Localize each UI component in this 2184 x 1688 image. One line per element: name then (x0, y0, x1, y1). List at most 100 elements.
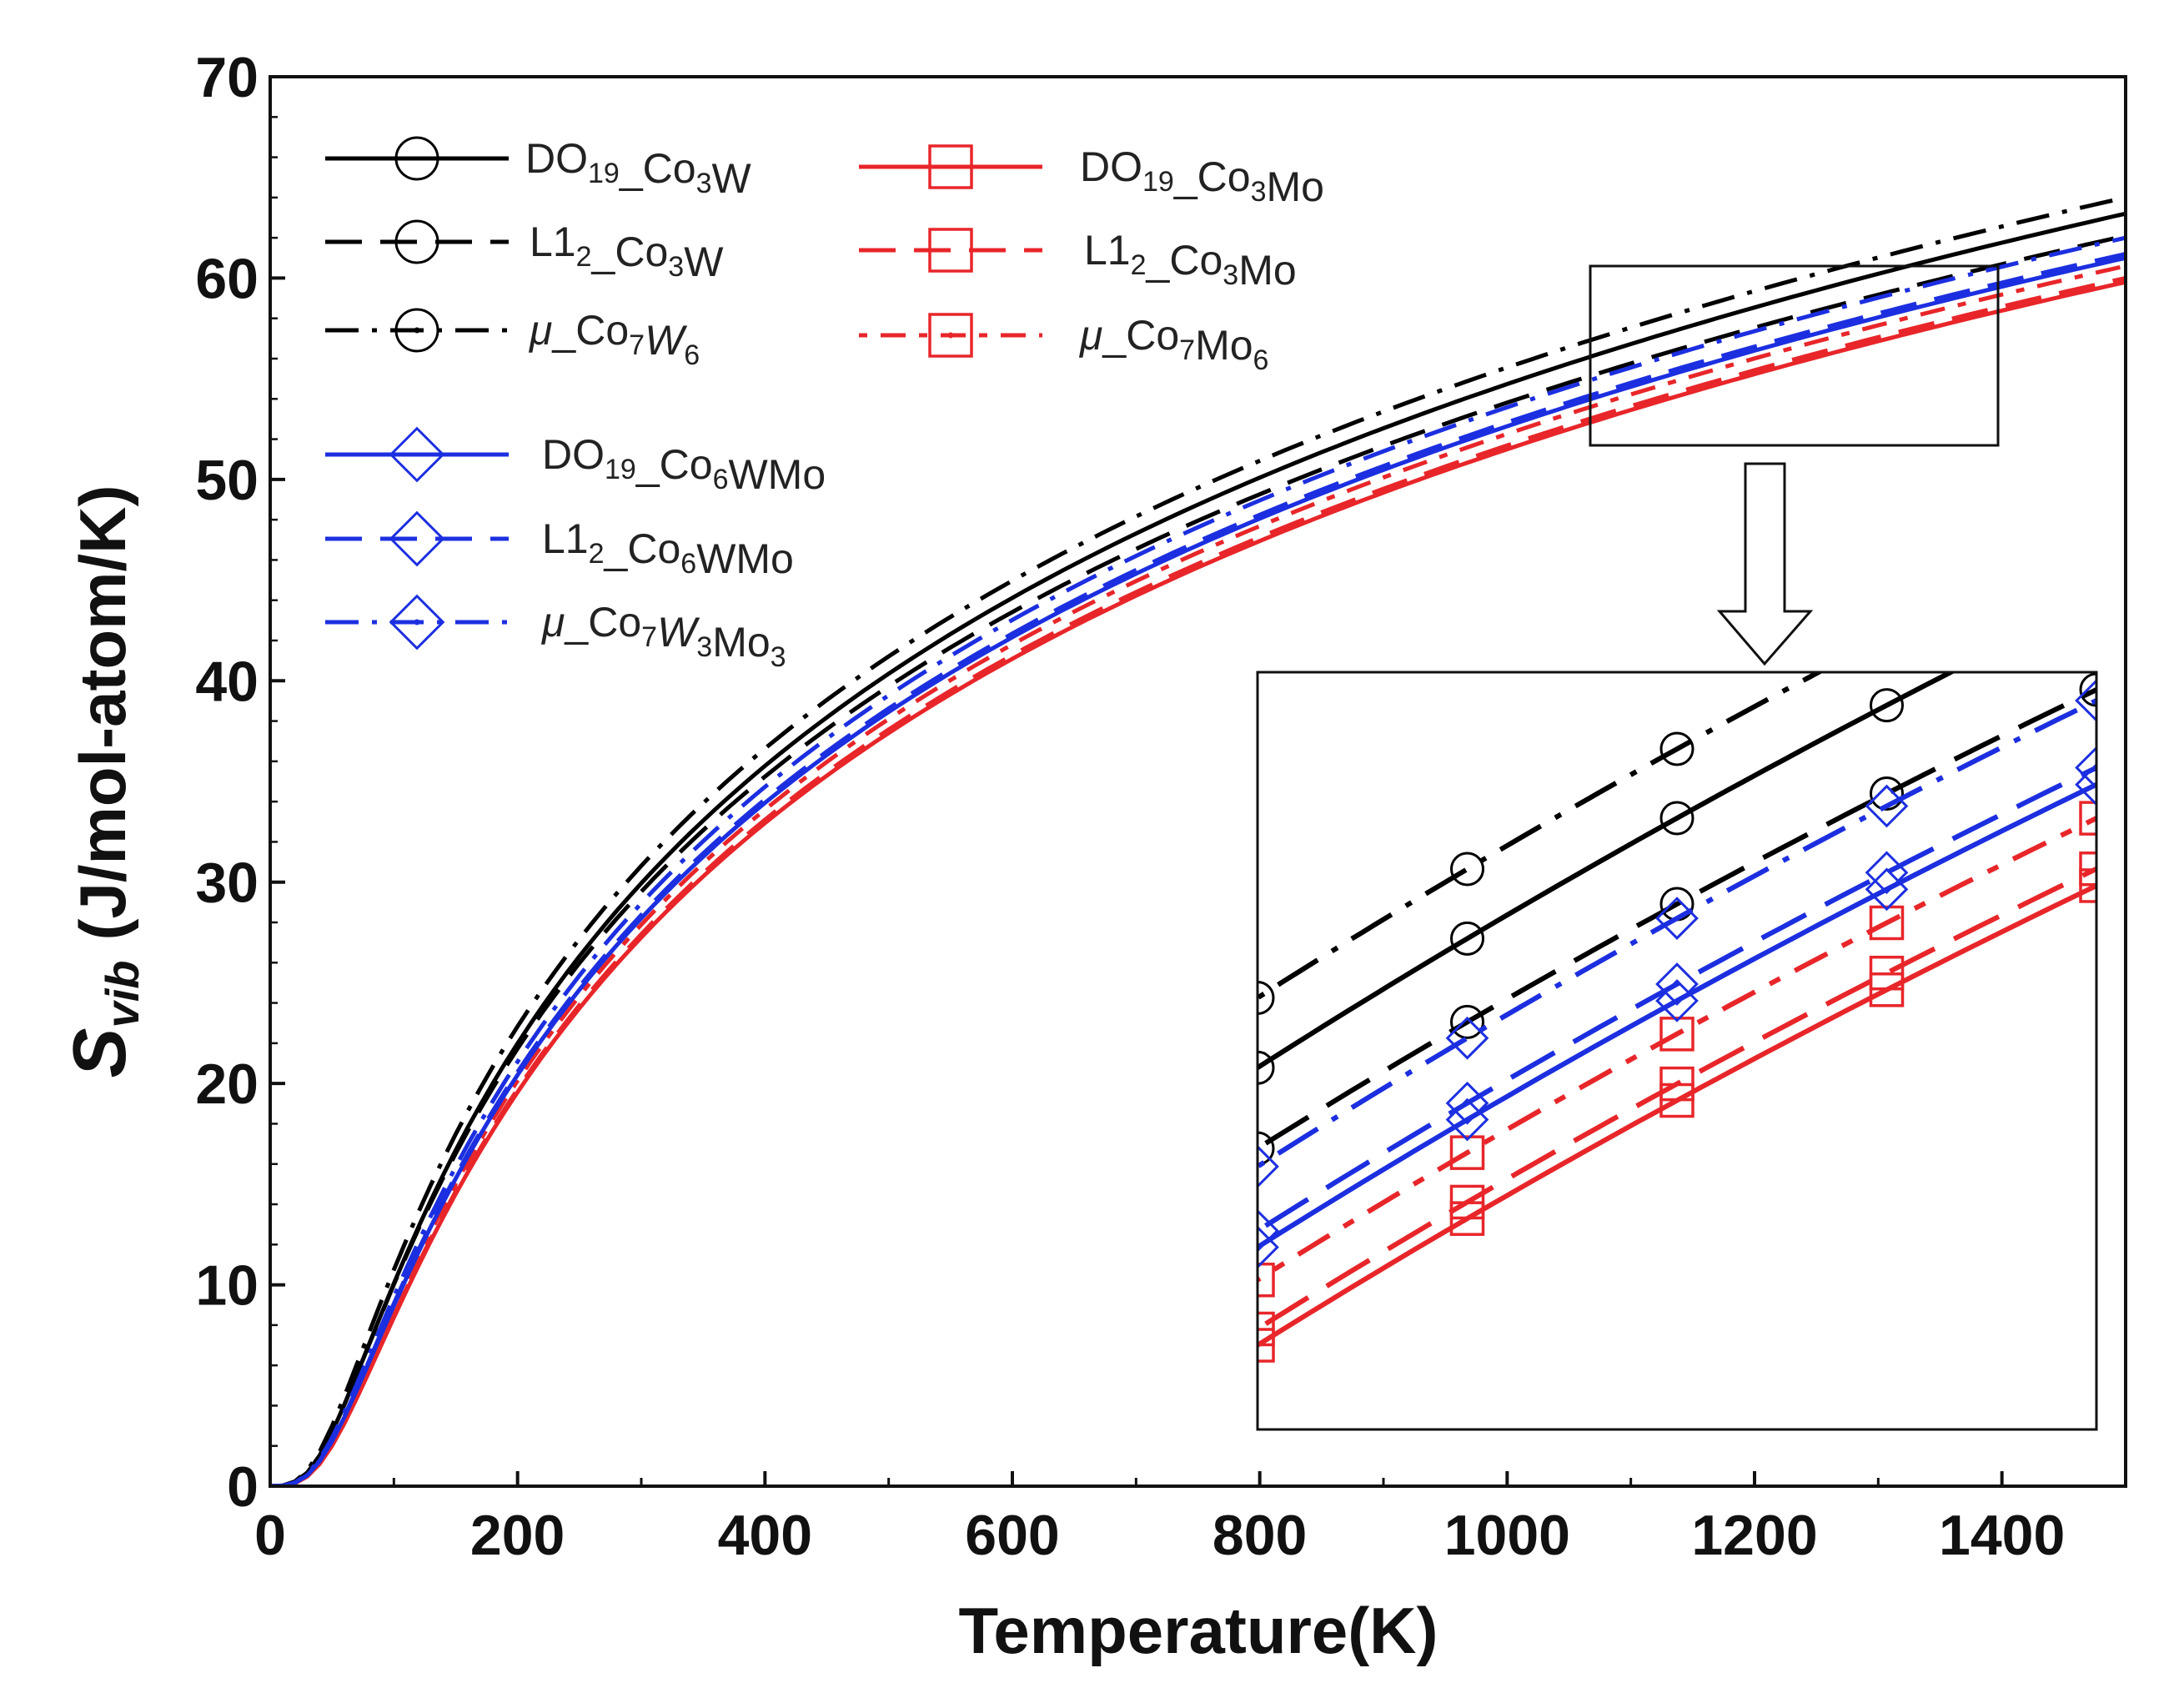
legend: DO19_Co3WL12_Co3Wμ_Co7W6DO19_Co3MoL12_Co… (325, 135, 1324, 673)
legend-label-part: 3 (696, 168, 712, 199)
legend-marker-square (928, 228, 973, 273)
legend-label-part: _Co (1173, 153, 1251, 200)
legend-label-part: 3 (696, 631, 712, 663)
inset-line-L12_Co3W (1258, 686, 2096, 1152)
legend-label-part: Mo (712, 619, 770, 666)
legend-marker-circle (394, 136, 439, 181)
legend-label-part: _Co (591, 229, 669, 275)
main-plot-series (270, 195, 2126, 1486)
inset-marker-circle (1659, 801, 1694, 836)
y-axis-title-subscript: vib (96, 961, 148, 1028)
legend-label-part: 3 (771, 641, 786, 673)
legend-label-DO19_Co6WMo: DO19_Co6WMo (542, 431, 826, 498)
y-axis-title-symbol: S (58, 1027, 142, 1078)
legend-label-part: _Co (551, 307, 629, 354)
x-tick-label: 400 (718, 1504, 812, 1567)
y-tick-label: 10 (195, 1254, 259, 1318)
inset-marker-diamond (1655, 962, 1699, 1006)
y-tick-label: 20 (195, 1052, 259, 1116)
inset-marker-square (1869, 955, 1905, 991)
legend-label-part: 3 (1223, 259, 1238, 291)
inset-marker-diamond (1865, 784, 1909, 828)
legend-label-part: W (657, 609, 700, 656)
inset-line-DO19_Co3W (1258, 672, 1956, 1071)
inset-line-μ_Co7W3Mo3 (1258, 697, 2096, 1170)
x-tick-label: 800 (1212, 1504, 1307, 1567)
inset-marker-circle (1258, 1131, 1275, 1166)
x-tick-label: 200 (470, 1504, 565, 1567)
inset-marker-diamond (1258, 1144, 1279, 1188)
legend-label-part: _Co (635, 441, 713, 488)
inset-marker-circle (1258, 980, 1275, 1015)
inset-marker-diamond (2075, 679, 2096, 722)
legend-label-μ_Co7W6: μ_Co7W6 (528, 307, 700, 371)
legend-marker-square (928, 144, 973, 189)
legend-marker-diamond (389, 426, 445, 483)
inset-marker-circle (1870, 776, 1904, 811)
x-tick-label: 1000 (1444, 1504, 1570, 1567)
x-axis-title: Temperature(K) (959, 1594, 1438, 1667)
inset-marker-square (2079, 801, 2096, 836)
legend-marker-circle (394, 308, 439, 353)
inset-marker-circle (1450, 921, 1484, 956)
inset-marker-circle (1871, 620, 1903, 652)
inset-line-L12_Co3Mo (1258, 866, 2096, 1333)
legend-label-L12_Co3Mo: L12_Co3Mo (1084, 227, 1297, 294)
legend-label-part: 6 (713, 464, 729, 495)
legend-label-part: L1 (530, 219, 576, 265)
inset-line-μ_Co7W6 (1258, 672, 1825, 1002)
legend-label-part: Mo (1195, 322, 1253, 369)
legend-label-part: 7 (1179, 334, 1195, 366)
inset-series (1258, 515, 2112, 1363)
series-line-L12_Co3W (270, 234, 2126, 1486)
legend-label-part: μ (528, 307, 552, 354)
inset-frame (1256, 671, 2098, 1431)
zoom-region-box (1589, 264, 2000, 447)
legend-label-part: 6 (684, 339, 700, 371)
legend-label-part: 19 (605, 454, 636, 485)
inset-marker-square (1659, 1066, 1694, 1102)
series-line-μ_Co7W3Mo3 (270, 235, 2126, 1486)
inset-marker-diamond (1655, 897, 1699, 940)
y-tick-label: 40 (195, 650, 259, 713)
legend-label-μ_Co7W3Mo3: μ_Co7W3Mo3 (540, 599, 786, 673)
inset-marker-circle (2081, 515, 2112, 546)
series-line-DO19_Co3W (270, 211, 2126, 1486)
legend-label-part: _Co (1102, 312, 1179, 359)
y-axis-title-units: (J/mol-atom/K) (66, 485, 139, 941)
legend-label-part: DO (525, 135, 588, 182)
legend-label-part: _Co (604, 525, 681, 572)
inset-line-μ_Co7Mo6 (1258, 815, 2096, 1284)
inset-marker-square (1869, 905, 1905, 941)
x-tick-label: 600 (965, 1504, 1059, 1567)
inset-marker-circle (1258, 1050, 1275, 1085)
inset-marker-diamond (1445, 1081, 1489, 1125)
inset-marker-circle (2081, 583, 2112, 615)
legend-label-part: DO (542, 431, 605, 478)
legend-label-part: _Co (619, 145, 696, 192)
inset-marker-diamond (1445, 1016, 1489, 1060)
legend-label-part: 2 (576, 241, 592, 273)
inset-marker-circle (1450, 1004, 1484, 1039)
legend-label-part: Mo (1266, 163, 1323, 210)
inset-marker-circle (2079, 672, 2096, 707)
legend-label-part: W (645, 317, 688, 364)
inset-marker-square (2079, 852, 2096, 887)
legend-marker-circle (394, 219, 439, 264)
inset-marker-diamond (2075, 746, 2096, 790)
legend-label-part: W (711, 155, 751, 202)
zoom-arrow-icon (1716, 462, 1814, 666)
legend-label-part: L1 (542, 515, 589, 562)
inset-line-DO19_Co6WMo (1258, 781, 2096, 1251)
legend-label-part: 6 (680, 548, 696, 580)
inset-marker-circle (1450, 852, 1484, 887)
legend-marker-square (928, 313, 973, 358)
inset-marker-circle (1659, 731, 1694, 766)
axis-ticks: 0 200 400 600 800 1000 1200 1400 0 10 20 30 40 50 60 70 (195, 46, 2065, 1567)
inset-marker-square (1258, 1311, 1275, 1347)
inset-marker-diamond (1865, 851, 1909, 895)
legend-label-part: W (684, 239, 724, 285)
y-tick-label: 50 (195, 449, 259, 512)
series-line-DO19_Co6WMo (270, 255, 2126, 1486)
